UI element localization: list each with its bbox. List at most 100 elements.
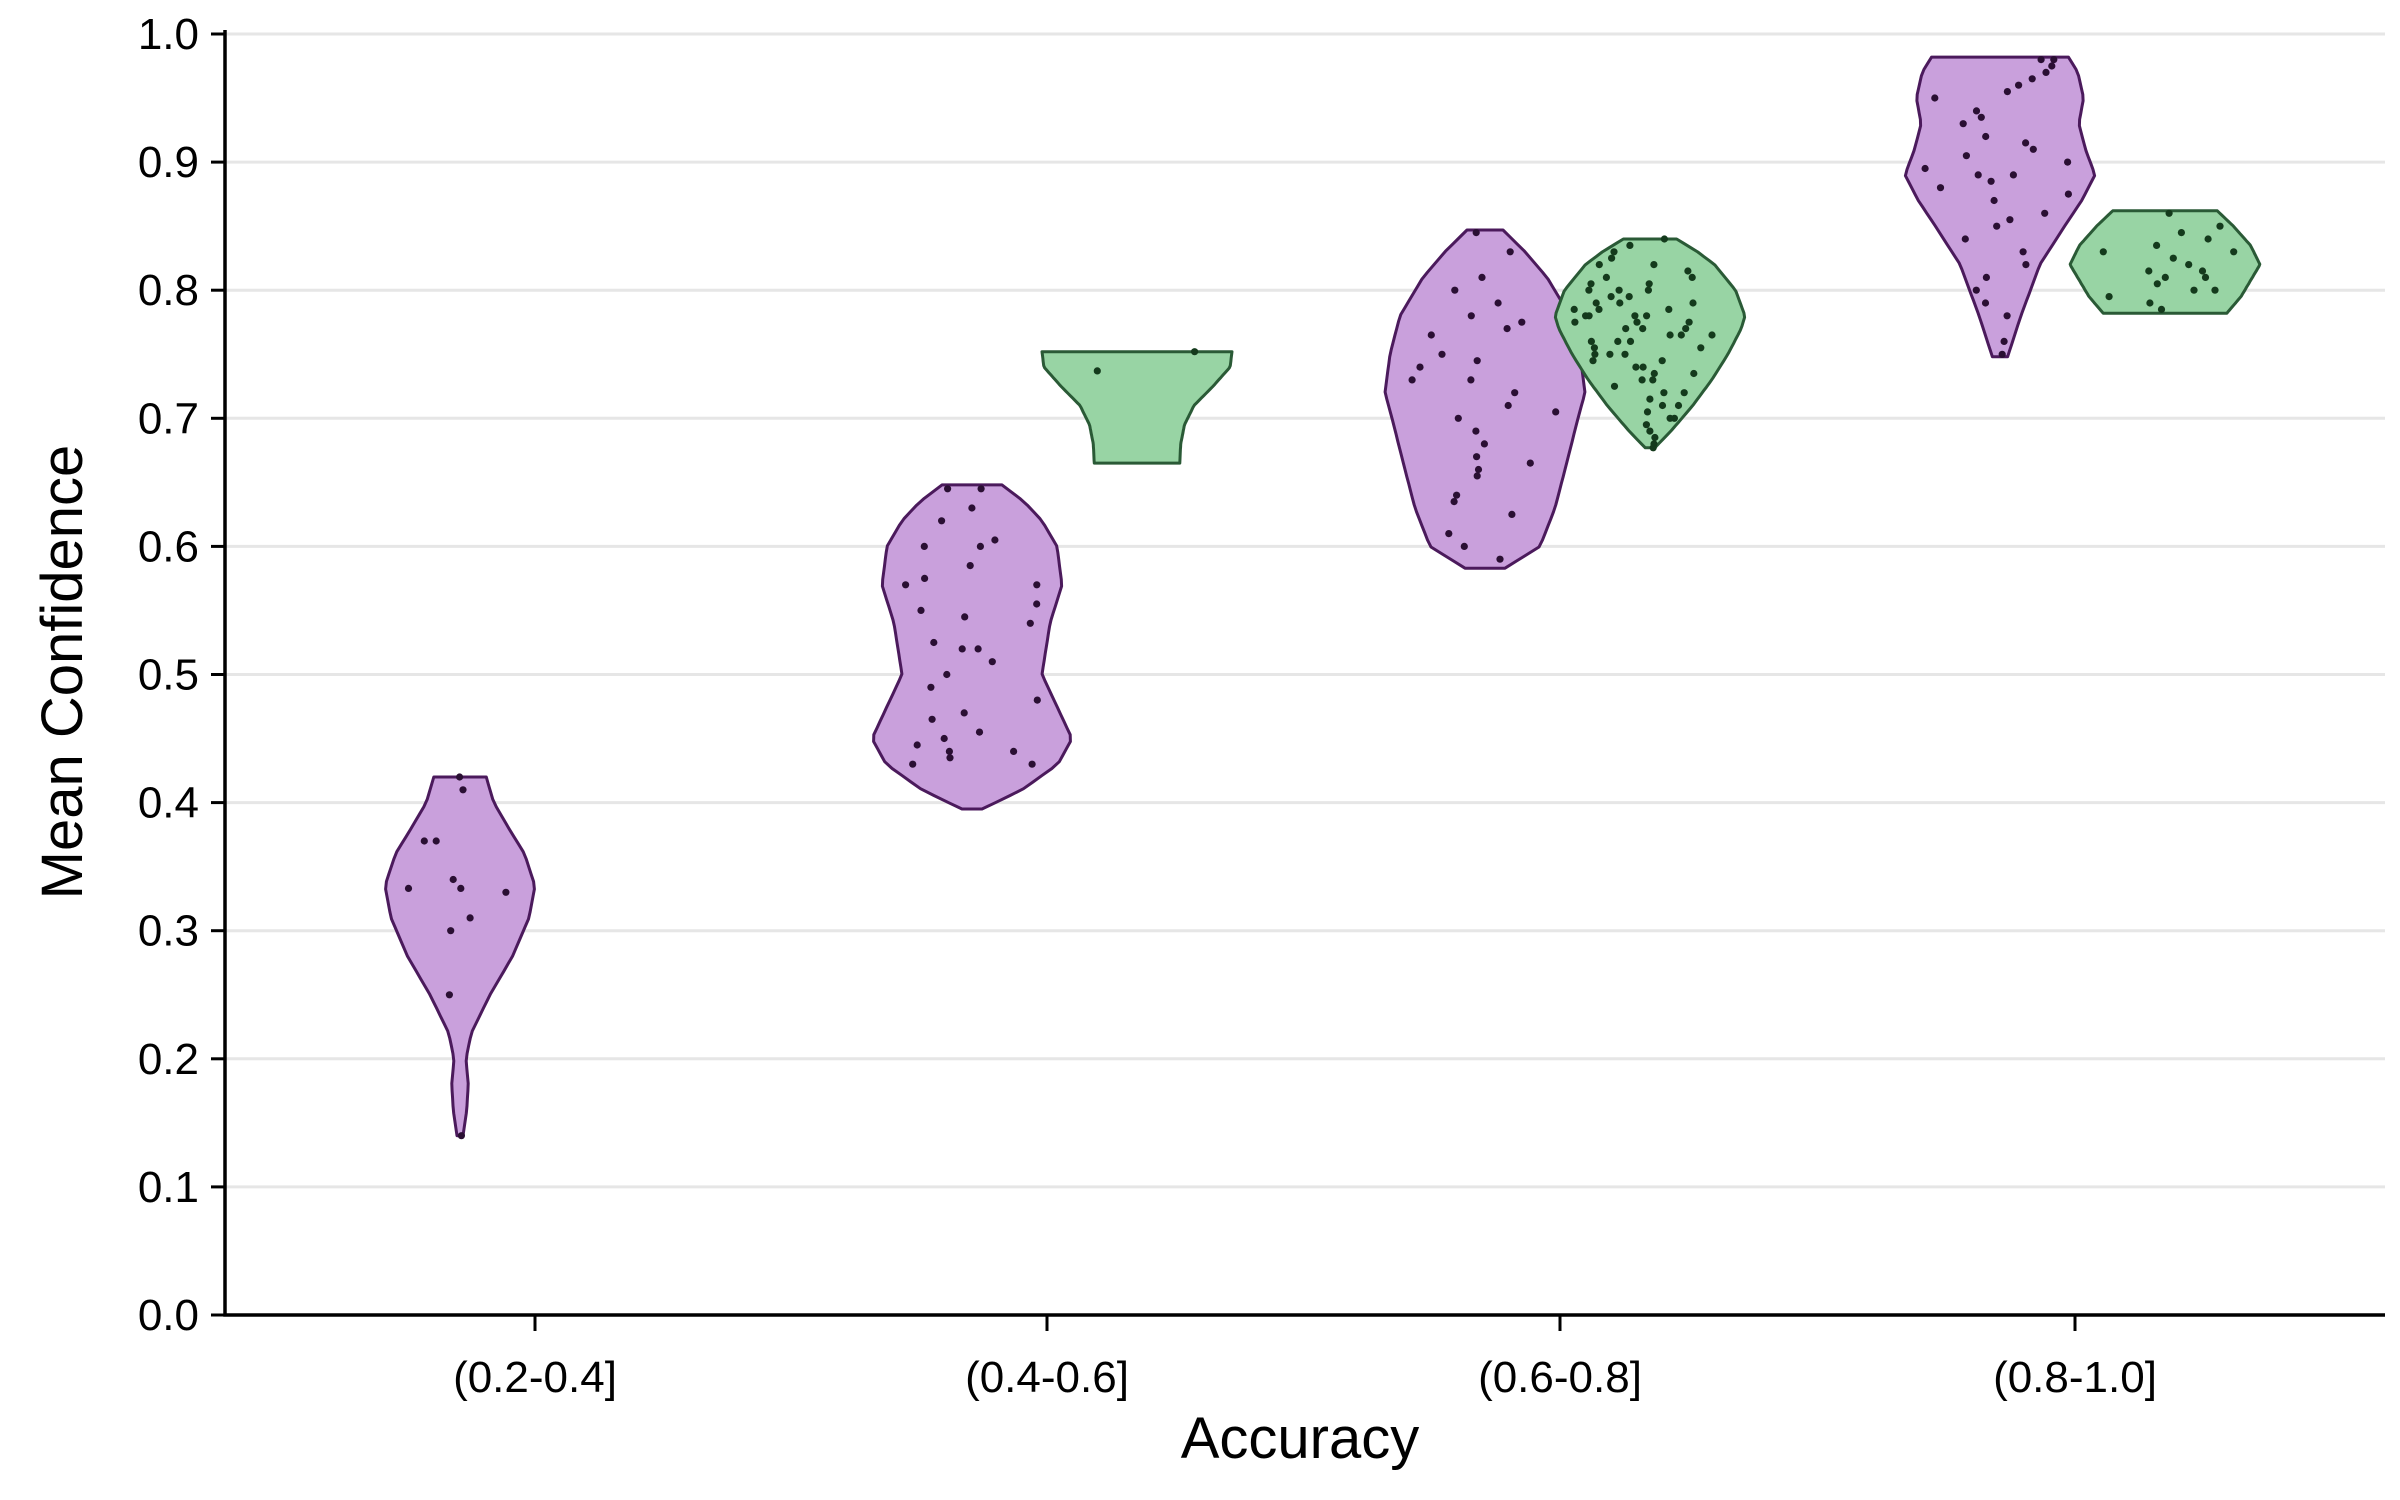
data-point	[1639, 363, 1647, 371]
data-point	[1665, 305, 1673, 313]
data-point	[2009, 171, 2017, 179]
grid-lines	[225, 32, 2385, 1189]
data-point	[1026, 619, 1034, 627]
data-point	[927, 683, 935, 691]
data-point	[1959, 120, 1967, 128]
data-point	[1467, 312, 1475, 320]
data-point	[2161, 273, 2169, 281]
data-point	[1450, 498, 1458, 506]
data-point	[1981, 299, 1990, 307]
y-tick-label: 0.9	[138, 138, 199, 187]
data-point	[1453, 491, 1461, 499]
data-point	[975, 728, 984, 736]
data-point	[1607, 293, 1615, 301]
violin-green-1	[1040, 350, 1234, 465]
data-point	[1615, 286, 1623, 294]
data-point	[1610, 382, 1619, 390]
data-point	[1644, 286, 1652, 294]
y-tick-label: 0.7	[138, 394, 199, 443]
data-point	[928, 715, 936, 723]
data-point	[1506, 248, 1514, 256]
data-point	[2198, 267, 2207, 275]
axis-lines	[223, 30, 2385, 1317]
data-point	[456, 773, 464, 781]
violin-purple-1	[872, 483, 1072, 811]
data-point	[2050, 56, 2058, 64]
data-point	[930, 638, 938, 647]
data-point	[1511, 389, 1519, 397]
data-point	[977, 485, 985, 493]
data-point	[1677, 331, 1685, 339]
data-point	[1666, 414, 1674, 422]
data-point	[1518, 318, 1526, 326]
data-point	[1643, 312, 1651, 320]
data-point	[2169, 254, 2177, 262]
data-point	[945, 747, 954, 756]
data-point	[2003, 312, 2011, 320]
data-point	[1570, 305, 1578, 313]
data-point	[1473, 453, 1481, 461]
data-point	[2190, 286, 2198, 294]
data-point	[1552, 408, 1560, 416]
data-point	[1474, 465, 1483, 474]
data-point	[2211, 286, 2219, 294]
x-tick-label: (0.2-0.4]	[453, 1353, 617, 1402]
data-point	[2146, 299, 2154, 307]
data-point	[920, 542, 928, 551]
data-point	[1460, 542, 1468, 551]
data-point	[1587, 337, 1595, 345]
data-point	[1689, 299, 1697, 307]
data-point	[1660, 389, 1668, 397]
data-point	[1445, 530, 1453, 538]
x-tick-label: (0.8-1.0]	[1993, 1353, 2157, 1402]
data-point	[961, 613, 969, 621]
data-point	[1585, 286, 1593, 294]
data-point	[1595, 305, 1603, 313]
data-point	[2105, 293, 2113, 301]
data-point	[1508, 510, 1516, 518]
data-point	[1590, 344, 1598, 352]
violin-group	[384, 55, 2262, 1140]
data-point	[2204, 235, 2212, 243]
data-point	[1526, 459, 1534, 467]
data-point	[1961, 235, 1969, 243]
data-point	[466, 914, 474, 922]
data-point	[991, 536, 999, 544]
data-point	[1650, 261, 1658, 269]
data-point	[502, 888, 510, 896]
data-point	[1408, 376, 1416, 384]
data-point	[457, 1132, 465, 1140]
data-point	[432, 837, 440, 845]
data-point	[1936, 184, 1945, 192]
data-point	[2037, 56, 2045, 64]
data-point	[1621, 350, 1629, 358]
data-point	[988, 658, 996, 666]
y-tick-label: 0.3	[138, 907, 199, 956]
data-point	[1595, 261, 1603, 269]
data-point	[2029, 145, 2037, 153]
data-point	[1472, 427, 1480, 435]
data-point	[1587, 280, 1595, 288]
data-point	[2165, 209, 2173, 217]
data-point	[1660, 235, 1668, 243]
data-point	[974, 645, 982, 653]
data-point	[976, 542, 985, 551]
data-point	[2022, 261, 2030, 269]
data-point	[1093, 367, 1101, 375]
data-point	[921, 574, 929, 583]
data-point	[944, 485, 952, 493]
data-point	[2003, 88, 2011, 96]
data-point	[1602, 273, 1610, 281]
data-point	[1682, 325, 1690, 333]
data-point	[1633, 318, 1641, 326]
violin-green-2	[1553, 237, 1747, 450]
data-point	[1503, 325, 1511, 333]
data-point	[1645, 280, 1653, 288]
data-point	[1589, 357, 1597, 365]
data-point	[1674, 401, 1683, 410]
data-point	[1616, 299, 1624, 307]
data-point	[913, 741, 921, 749]
data-point	[2099, 248, 2107, 256]
data-point	[1571, 318, 1579, 326]
data-point	[960, 709, 968, 717]
